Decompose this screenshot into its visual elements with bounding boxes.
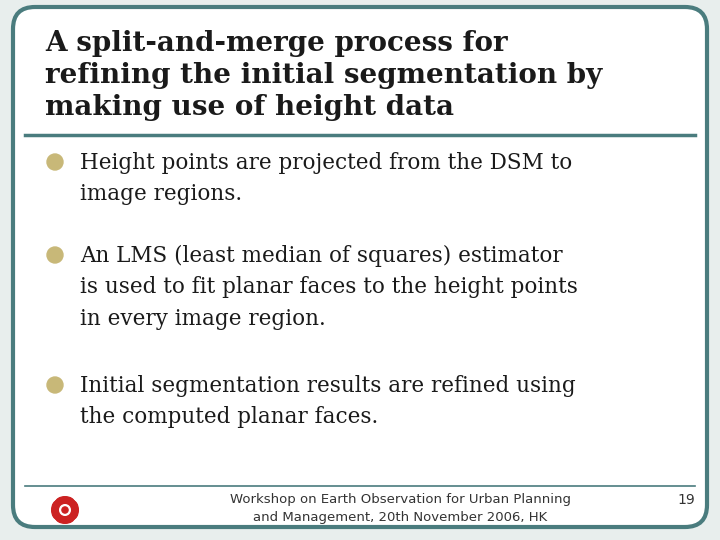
Ellipse shape [67, 501, 78, 519]
FancyBboxPatch shape [13, 7, 707, 527]
Circle shape [47, 154, 63, 170]
Text: An LMS (least median of squares) estimator
is used to fit planar faces to the he: An LMS (least median of squares) estimat… [80, 245, 578, 330]
Text: 19: 19 [678, 493, 695, 507]
Text: A split-and-merge process for: A split-and-merge process for [45, 30, 508, 57]
Ellipse shape [63, 497, 78, 511]
Ellipse shape [56, 512, 74, 523]
Text: refining the initial segmentation by: refining the initial segmentation by [45, 62, 602, 89]
Text: Workshop on Earth Observation for Urban Planning
and Management, 20th November 2: Workshop on Earth Observation for Urban … [230, 493, 570, 524]
Circle shape [62, 507, 68, 513]
Ellipse shape [53, 497, 66, 511]
Ellipse shape [53, 509, 66, 522]
Circle shape [47, 377, 63, 393]
Ellipse shape [63, 509, 78, 522]
Circle shape [60, 505, 71, 515]
Ellipse shape [52, 501, 63, 519]
Text: Initial segmentation results are refined using
the computed planar faces.: Initial segmentation results are refined… [80, 375, 576, 428]
Circle shape [47, 247, 63, 263]
Text: making use of height data: making use of height data [45, 94, 454, 121]
Ellipse shape [56, 497, 74, 508]
Text: Height points are projected from the DSM to
image regions.: Height points are projected from the DSM… [80, 152, 572, 205]
